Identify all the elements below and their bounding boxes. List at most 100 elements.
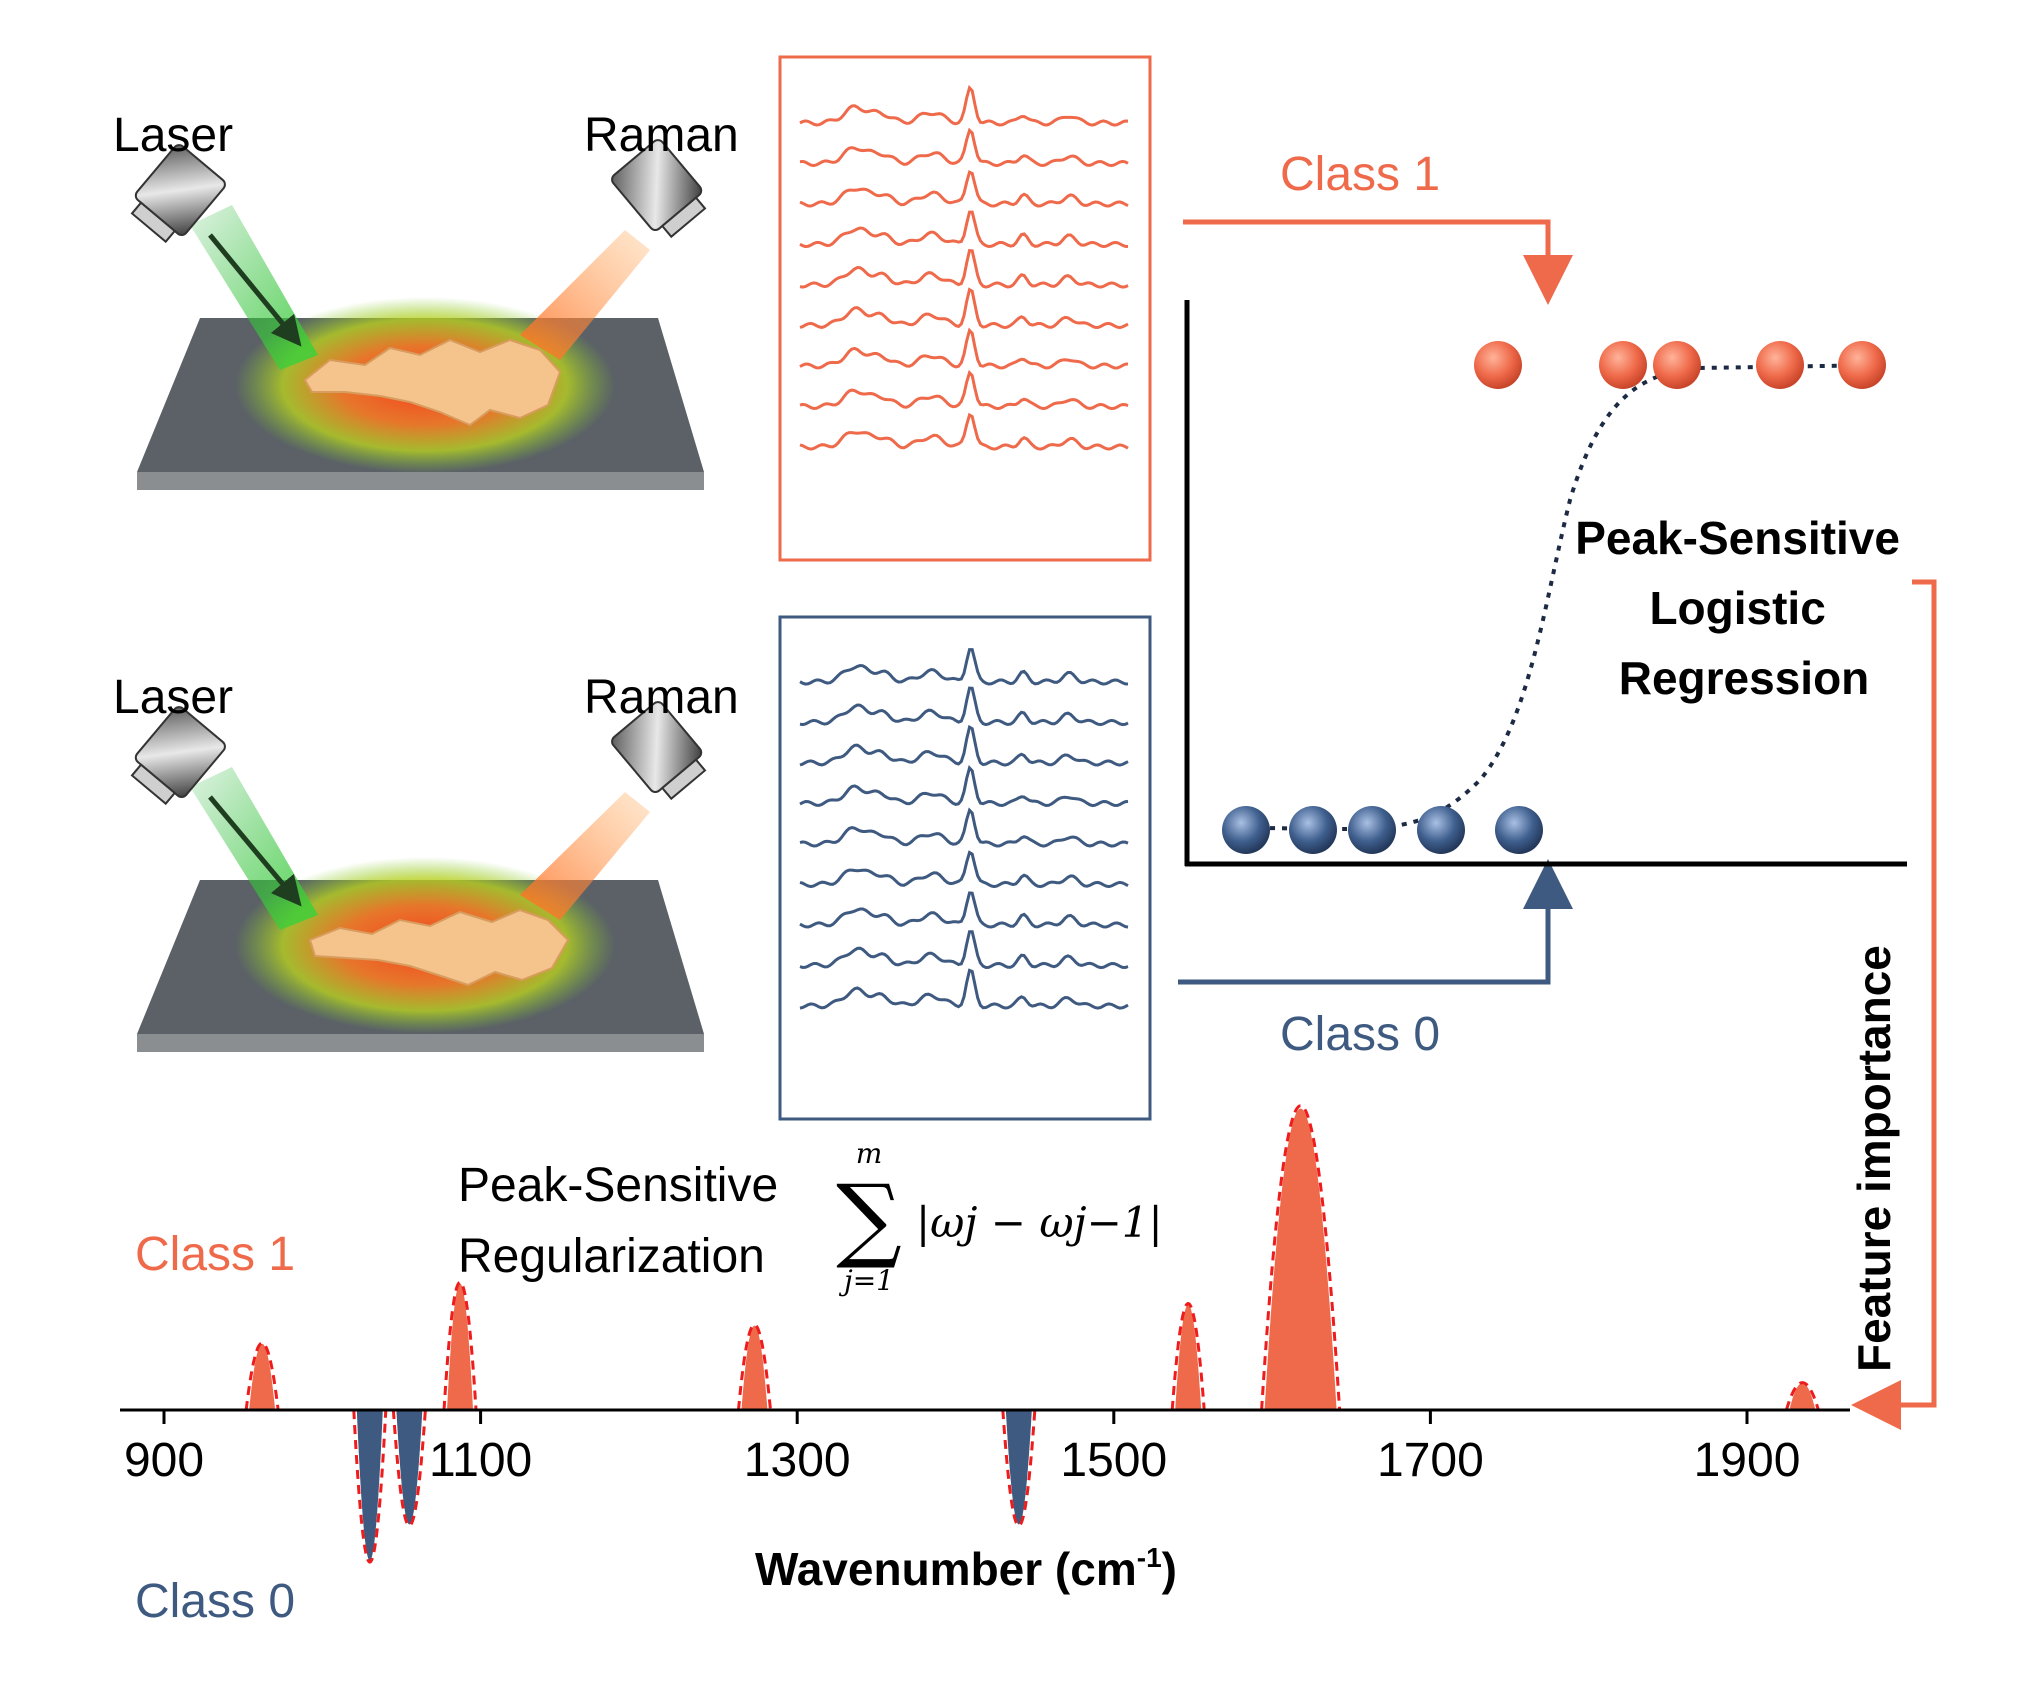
chart-x-ticks: 900 1100 1300 1500 1700 1900 bbox=[124, 1410, 1800, 1487]
importance-peak-outline bbox=[244, 1341, 280, 1411]
class0-point bbox=[1222, 806, 1270, 854]
raman-label: Raman bbox=[584, 109, 739, 162]
class0-spectrum bbox=[799, 648, 1129, 686]
xlabel-main: Wavenumber (cm bbox=[755, 1543, 1137, 1595]
x-tick-label: 900 bbox=[124, 1434, 204, 1487]
raman-beam bbox=[520, 230, 650, 360]
laser-head-icon bbox=[130, 144, 226, 244]
class0-spectrum bbox=[799, 765, 1129, 808]
class1-spectra bbox=[799, 84, 1129, 451]
sum-symbol: ∑ bbox=[836, 1165, 902, 1272]
class1-point bbox=[1599, 341, 1647, 389]
class0-spectrum bbox=[799, 930, 1129, 970]
model-title-line: Peak-Sensitive bbox=[1575, 512, 1900, 564]
laser-label: Laser bbox=[113, 109, 233, 162]
flow-class1-label: Class 1 bbox=[1280, 148, 1440, 201]
x-tick-label: 1700 bbox=[1377, 1434, 1484, 1487]
class0-spectrum bbox=[799, 807, 1129, 848]
class1-point bbox=[1653, 341, 1701, 389]
regularization-title: Peak-Sensitive Regularization bbox=[458, 1159, 792, 1283]
sum-lower-limit: j=1 bbox=[838, 1264, 894, 1297]
class1-spectrum bbox=[799, 412, 1129, 451]
importance-peak-outline bbox=[736, 1323, 772, 1411]
class0-point bbox=[1348, 806, 1396, 854]
class0-point bbox=[1417, 806, 1465, 854]
regularization-title-line: Regularization bbox=[458, 1230, 765, 1283]
raman-detector-icon bbox=[611, 139, 707, 239]
class0-point bbox=[1289, 806, 1337, 854]
laser-arrow bbox=[208, 795, 302, 907]
xlabel-close: ) bbox=[1162, 1543, 1177, 1595]
class1-spectrum bbox=[799, 170, 1129, 208]
slide-edge bbox=[137, 472, 704, 490]
importance-peak bbox=[1175, 1304, 1202, 1410]
class1-spectra-box bbox=[778, 55, 1152, 562]
tissue-sample bbox=[303, 338, 562, 427]
class1-spectrum bbox=[799, 210, 1129, 249]
raman-beam bbox=[520, 792, 650, 920]
class0-spectra bbox=[799, 648, 1129, 1010]
feature-importance-arrow bbox=[1851, 579, 1937, 1430]
slide-edge bbox=[137, 1034, 704, 1052]
class1-flow-arrow bbox=[1183, 219, 1573, 305]
importance-peak-outline bbox=[391, 1409, 427, 1528]
tissue-sample bbox=[308, 908, 570, 987]
importance-peak bbox=[249, 1343, 276, 1410]
laser-arrow bbox=[208, 233, 302, 347]
importance-peak-outline bbox=[1001, 1409, 1037, 1528]
importance-peak bbox=[1264, 1108, 1337, 1410]
importance-peak bbox=[1789, 1382, 1816, 1410]
class0-flow-arrow bbox=[1178, 859, 1573, 985]
laser-head-icon bbox=[130, 706, 226, 806]
class0-spectrum bbox=[799, 850, 1129, 889]
sum-body: |ωj − ωj−1| bbox=[916, 1198, 1163, 1247]
class0-point bbox=[1495, 806, 1543, 854]
x-tick-label: 1900 bbox=[1694, 1434, 1801, 1487]
importance-peak-outline bbox=[442, 1281, 478, 1411]
class0-spectrum bbox=[799, 724, 1129, 767]
x-tick-label: 1100 bbox=[429, 1434, 532, 1487]
chart-x-axis-label: Wavenumber (cm-1) bbox=[755, 1542, 1177, 1595]
xlabel-superscript: -1 bbox=[1137, 1542, 1162, 1573]
importance-peak-outline bbox=[1260, 1104, 1342, 1411]
raman-detector-icon bbox=[611, 701, 707, 801]
x-tick-label: 1500 bbox=[1060, 1434, 1167, 1487]
raman-label: Raman bbox=[584, 671, 739, 724]
importance-peak-outline bbox=[1170, 1302, 1206, 1411]
flow-class0-label: Class 0 bbox=[1280, 1008, 1440, 1061]
class1-point bbox=[1838, 341, 1886, 389]
model-title-line: Regression bbox=[1619, 652, 1870, 704]
regularization-title-line: Peak-Sensitive bbox=[458, 1159, 778, 1212]
logistic-plot bbox=[1184, 300, 1907, 867]
class0-spectra-box bbox=[778, 615, 1152, 1121]
importance-peak bbox=[1005, 1410, 1032, 1525]
class1-spectrum bbox=[799, 249, 1129, 289]
class0-spectrum bbox=[799, 968, 1129, 1010]
class0-spectrum bbox=[799, 891, 1129, 929]
class1-spectrum bbox=[799, 369, 1129, 411]
model-title-line: Logistic bbox=[1649, 582, 1825, 634]
importance-peak bbox=[396, 1410, 423, 1525]
model-title: Peak-Sensitive Logistic Regression bbox=[1575, 512, 1913, 704]
importance-peak bbox=[741, 1325, 768, 1410]
importance-peak-outline bbox=[352, 1409, 388, 1564]
importance-peak bbox=[356, 1410, 383, 1561]
importance-peak bbox=[447, 1283, 474, 1410]
regularization-formula: m ∑ j=1 |ωj − ωj−1| bbox=[836, 1137, 1163, 1297]
chart-class1-label: Class 1 bbox=[135, 1228, 295, 1281]
feature-importance-peaks bbox=[244, 1104, 1820, 1564]
feature-importance-label: Feature importance bbox=[1848, 945, 1900, 1372]
class1-spectrum bbox=[799, 127, 1129, 168]
sample-setup-class1: Laser Raman bbox=[113, 109, 739, 490]
class1-point bbox=[1756, 341, 1804, 389]
importance-peak-outline bbox=[1784, 1381, 1820, 1411]
class0-spectrum bbox=[799, 686, 1129, 727]
laser-label: Laser bbox=[113, 671, 233, 724]
class1-spectrum bbox=[799, 287, 1129, 330]
sum-upper-limit: m bbox=[856, 1137, 883, 1170]
class1-spectrum bbox=[799, 327, 1129, 370]
chart-class0-label: Class 0 bbox=[135, 1575, 295, 1628]
x-tick-label: 1300 bbox=[744, 1434, 851, 1487]
sample-setup-class0: Laser Raman bbox=[113, 671, 739, 1052]
